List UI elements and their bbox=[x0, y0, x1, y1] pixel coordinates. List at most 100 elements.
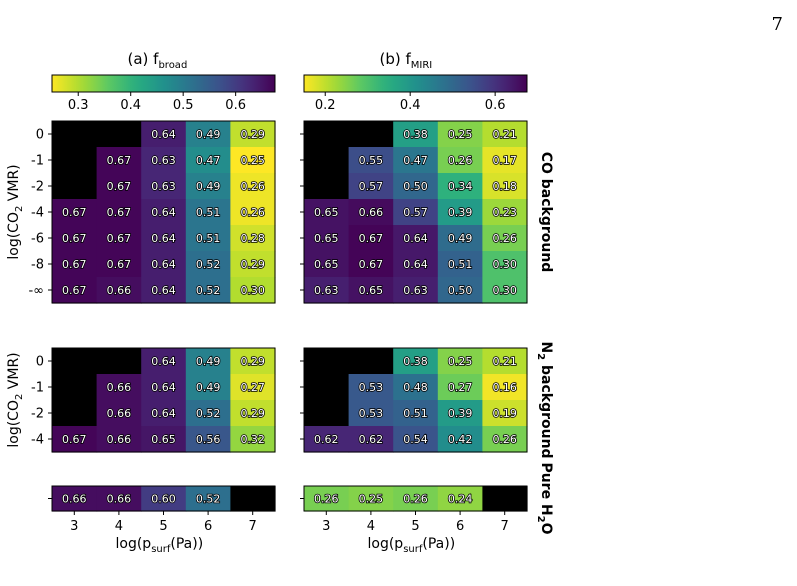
heatmap-cell bbox=[304, 277, 350, 304]
cell-value-label: 0.64 bbox=[151, 128, 176, 141]
heatmap-cell bbox=[437, 426, 483, 453]
heatmap-cell bbox=[185, 225, 231, 252]
cell-value-label: 0.66 bbox=[107, 433, 132, 446]
x-tick-label: 4 bbox=[115, 519, 123, 534]
heatmap-cell bbox=[482, 251, 528, 278]
heatmap-cell bbox=[52, 173, 98, 200]
cell-value-label: 0.26 bbox=[492, 433, 517, 446]
heatmap-cell bbox=[141, 348, 187, 375]
cell-value-label: 0.52 bbox=[196, 493, 221, 506]
cell-value-label: 0.16 bbox=[492, 381, 517, 394]
heatmap-cell bbox=[437, 199, 483, 226]
cell-value-label: 0.49 bbox=[196, 355, 221, 368]
heatmap-cell bbox=[304, 374, 350, 401]
heatmap-cell bbox=[437, 277, 483, 304]
heatmap-cell bbox=[52, 277, 98, 304]
cell-value-label: 0.67 bbox=[62, 433, 87, 446]
panel-title: (b) fMIRI bbox=[380, 50, 433, 71]
heatmap-cell bbox=[96, 225, 142, 252]
y-tick-label: -6 bbox=[31, 232, 44, 247]
heatmap-cell bbox=[96, 400, 142, 427]
cell-value-label: 0.50 bbox=[403, 180, 428, 193]
colorbar bbox=[51, 74, 276, 93]
x-tick-label: 7 bbox=[501, 519, 509, 534]
heatmap-cell bbox=[141, 199, 187, 226]
heatmap-cell bbox=[393, 251, 439, 278]
colorbar bbox=[303, 74, 528, 93]
cell-value-label: 0.67 bbox=[62, 258, 87, 271]
cell-value-label: 0.26 bbox=[448, 154, 473, 167]
cell-value-label: 0.65 bbox=[314, 232, 339, 245]
heatmap-cell bbox=[393, 486, 439, 512]
y-tick-label: -1 bbox=[31, 381, 44, 396]
heatmap-cell bbox=[304, 225, 350, 252]
heatmap-cell bbox=[348, 225, 394, 252]
heatmap-cell bbox=[96, 348, 142, 375]
cell-value-label: 0.53 bbox=[359, 381, 384, 394]
x-tick-label: 3 bbox=[322, 519, 330, 534]
cell-value-label: 0.66 bbox=[107, 381, 132, 394]
cell-value-label: 0.30 bbox=[492, 284, 517, 297]
cell-value-label: 0.63 bbox=[314, 284, 339, 297]
cell-value-label: 0.29 bbox=[240, 355, 265, 368]
cell-value-label: 0.65 bbox=[151, 433, 176, 446]
cell-value-label: 0.56 bbox=[196, 433, 221, 446]
heatmap-cell bbox=[230, 426, 276, 453]
heatmap-cell bbox=[304, 173, 350, 200]
heatmap-cell bbox=[185, 251, 231, 278]
cell-value-label: 0.51 bbox=[448, 258, 473, 271]
heatmap-cell bbox=[393, 147, 439, 174]
cell-value-label: 0.67 bbox=[359, 232, 384, 245]
colorbar-tick-label: 0.6 bbox=[225, 98, 246, 113]
heatmap-cell bbox=[304, 251, 350, 278]
heatmap-cell bbox=[437, 147, 483, 174]
cell-value-label: 0.48 bbox=[403, 381, 428, 394]
heatmap-cell bbox=[348, 374, 394, 401]
heatmap-cell bbox=[141, 374, 187, 401]
cell-value-label: 0.47 bbox=[196, 154, 221, 167]
heatmap-cell bbox=[185, 400, 231, 427]
y-tick-label: 0 bbox=[36, 355, 44, 370]
cell-value-label: 0.39 bbox=[448, 206, 473, 219]
heatmap-cell bbox=[393, 426, 439, 453]
heatmap-cell bbox=[304, 486, 350, 512]
cell-value-label: 0.47 bbox=[403, 154, 428, 167]
heatmap-cell bbox=[348, 400, 394, 427]
cell-value-label: 0.52 bbox=[196, 258, 221, 271]
heatmap-cell bbox=[230, 225, 276, 252]
heatmap-cell bbox=[52, 400, 98, 427]
heatmap-cell bbox=[482, 400, 528, 427]
page-number: 7 bbox=[771, 14, 783, 35]
cell-value-label: 0.49 bbox=[448, 232, 473, 245]
heatmap-cell bbox=[230, 400, 276, 427]
heatmap-cell bbox=[348, 486, 394, 512]
y-tick-label: -2 bbox=[31, 180, 44, 195]
heatmap-cell bbox=[96, 277, 142, 304]
heatmap-cell bbox=[393, 374, 439, 401]
cell-value-label: 0.26 bbox=[240, 206, 265, 219]
cell-value-label: 0.67 bbox=[107, 180, 132, 193]
cell-value-label: 0.29 bbox=[240, 258, 265, 271]
cell-value-label: 0.21 bbox=[492, 128, 517, 141]
heatmap-cell bbox=[393, 277, 439, 304]
cell-value-label: 0.67 bbox=[107, 206, 132, 219]
heatmap-cell bbox=[393, 121, 439, 148]
cell-value-label: 0.64 bbox=[151, 258, 176, 271]
cell-value-label: 0.65 bbox=[314, 206, 339, 219]
group-label: N2 background bbox=[535, 341, 554, 458]
heatmap-frame bbox=[51, 347, 276, 453]
cell-value-label: 0.64 bbox=[151, 407, 176, 420]
heatmap-cell bbox=[348, 251, 394, 278]
cell-value-label: 0.57 bbox=[403, 206, 428, 219]
heatmap-cell bbox=[393, 348, 439, 375]
heatmap-cell bbox=[52, 147, 98, 174]
cell-value-label: 0.28 bbox=[240, 232, 265, 245]
cell-value-label: 0.64 bbox=[151, 206, 176, 219]
cell-value-label: 0.66 bbox=[107, 493, 132, 506]
x-tick-label: 5 bbox=[411, 519, 419, 534]
heatmap-cell bbox=[230, 348, 276, 375]
heatmap-cell bbox=[393, 199, 439, 226]
y-tick-label: -4 bbox=[31, 206, 44, 221]
heatmap-cell bbox=[185, 147, 231, 174]
